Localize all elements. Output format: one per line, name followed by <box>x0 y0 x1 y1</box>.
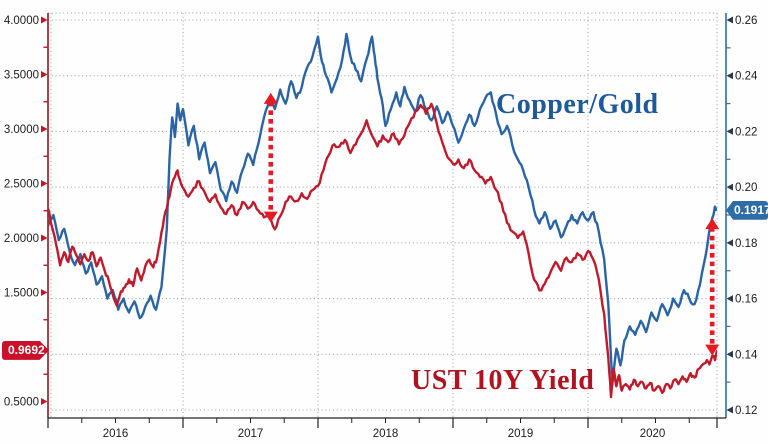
right-axis-tick-label: 0.12 <box>735 405 757 417</box>
right-axis-tick-label: 0.26 <box>735 15 757 27</box>
right-axis-tick-label: 0.22 <box>735 126 757 138</box>
x-axis-year-label: 2016 <box>103 428 129 440</box>
right-tick-arrow <box>726 16 733 24</box>
dashed-arrow-annotation <box>705 218 720 356</box>
arrowhead-up <box>263 92 278 104</box>
arrowhead-up <box>705 218 720 230</box>
left-axis-tick-label: 2.5000 <box>4 179 39 191</box>
arrowhead-down <box>705 344 720 356</box>
x-axis-year-label: 2018 <box>373 428 399 440</box>
series-lines <box>48 32 717 399</box>
right-tick-arrow <box>726 295 733 303</box>
left-tick-arrow <box>41 398 48 405</box>
x-axis-year-label: 2017 <box>238 428 264 440</box>
right-tick-arrow <box>726 239 733 247</box>
right-tick-arrow <box>726 183 733 191</box>
left-tick-arrow <box>41 234 48 242</box>
left-axis-tick-label: 0.5000 <box>4 397 39 409</box>
left-tick-arrow <box>41 71 48 78</box>
gridlines <box>48 12 718 418</box>
left-axis-ticks: 4.0000 3.5000 3.0000 2.5000 2.0000 1.5000 0.50… <box>4 15 48 409</box>
right-tick-arrow <box>726 406 733 414</box>
arrowhead-down <box>263 211 278 223</box>
right-axis-ticks: 0.26 0.24 0.22 0.20 0.18 0.16 0.14 0.12 <box>726 15 758 417</box>
right-axis-tick-label: 0.16 <box>735 294 757 306</box>
x-axis-ticks: 2016 2017 2018 2019 2020 <box>47 418 718 440</box>
dashed-arrow-annotation <box>263 92 278 223</box>
left-tick-arrow <box>41 125 48 133</box>
left-tick-arrow <box>41 289 48 296</box>
ust-10y-yield-line <box>48 102 717 399</box>
right-axis-tick-label: 0.18 <box>735 238 757 250</box>
right-axis-last-value-badge: 0.1917 <box>726 200 768 220</box>
left-axis-tick-label: 3.0000 <box>4 124 39 136</box>
right-tick-arrow <box>726 127 733 135</box>
x-axis-year-label: 2019 <box>508 428 534 440</box>
right-axis-tick-label: 0.14 <box>735 349 758 361</box>
left-axis-tick-label: 3.5000 <box>4 70 39 82</box>
right-tick-arrow <box>726 350 733 358</box>
left-axis-tick-label: 4.0000 <box>4 15 39 27</box>
axes <box>47 13 727 419</box>
right-axis-tick-label: 0.24 <box>735 71 758 83</box>
right-tick-arrow <box>726 72 733 80</box>
x-axis-year-label: 2020 <box>640 428 666 440</box>
right-axis-tick-label: 0.20 <box>735 182 757 194</box>
left-tick-arrow <box>41 16 48 24</box>
copper-gold-line <box>48 32 717 384</box>
left-tick-arrow <box>41 180 48 187</box>
left-axis-tick-label: 2.0000 <box>4 233 39 245</box>
left-axis-tick-label: 1.5000 <box>4 288 39 300</box>
left-axis-last-value-badge: 0.9692 <box>2 340 49 360</box>
